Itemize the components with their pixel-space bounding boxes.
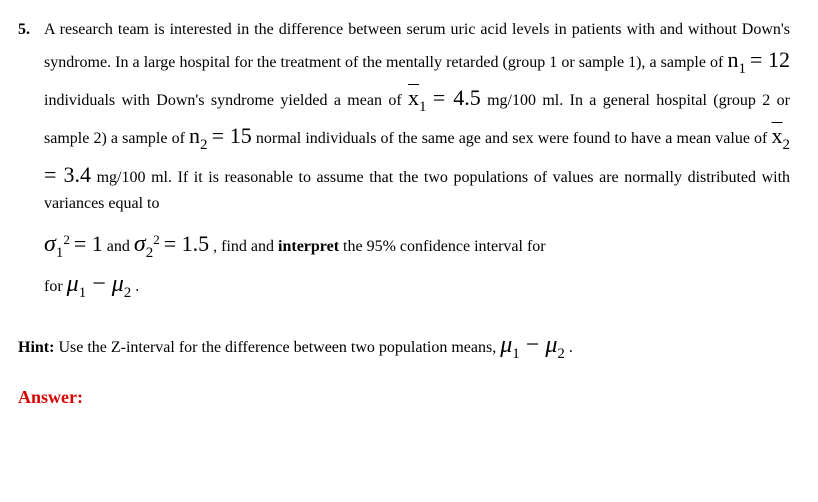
sigma1-value: 1 bbox=[92, 231, 103, 256]
problem-body: A research team is interested in the dif… bbox=[44, 18, 790, 305]
n1-symbol: n1 bbox=[727, 47, 746, 72]
n2-symbol: n2 bbox=[189, 123, 208, 148]
period: . bbox=[569, 339, 573, 356]
hint-text: Use the Z-interval for the difference be… bbox=[58, 339, 500, 356]
n2-value: 15 bbox=[230, 123, 252, 148]
n1-value: 12 bbox=[768, 47, 790, 72]
hint: Hint: Use the Z-interval for the differe… bbox=[18, 327, 790, 366]
unit: mg/100 ml. bbox=[487, 92, 563, 109]
xbar2-symbol: x2 bbox=[772, 123, 791, 148]
problem-number: 5. bbox=[18, 18, 44, 43]
hint-label: Hint: bbox=[18, 339, 54, 356]
mu-diff: μ1 − μ2 bbox=[67, 271, 132, 297]
equals: = bbox=[44, 162, 64, 187]
text: the 95% confidence interval for bbox=[343, 238, 546, 255]
text: normal individuals of the same age and s… bbox=[256, 130, 772, 147]
problem: 5. A research team is interested in the … bbox=[18, 18, 790, 305]
text: individuals with Down's syndrome yielded… bbox=[44, 92, 408, 109]
sigma2-value: 1.5 bbox=[182, 231, 210, 256]
period: . bbox=[135, 278, 139, 295]
answer-label: Answer: bbox=[18, 384, 790, 412]
mu-diff: μ1 − μ2 bbox=[500, 332, 565, 358]
equals: = bbox=[164, 231, 182, 256]
interpret: interpret bbox=[278, 238, 339, 255]
variance-line: σ12 = 1 and σ22 = 1.5 , find and interpr… bbox=[44, 226, 790, 305]
sigma1sq: σ12 bbox=[44, 231, 70, 257]
sigma2sq: σ22 bbox=[134, 231, 160, 257]
xbar2-value: 3.4 bbox=[64, 162, 92, 187]
xbar1-value: 4.5 bbox=[453, 85, 481, 110]
equals: = bbox=[74, 231, 92, 256]
equals: = bbox=[433, 85, 453, 110]
equals: = bbox=[750, 47, 768, 72]
xbar1-symbol: x1 bbox=[408, 85, 427, 110]
unit: mg/100 ml. bbox=[97, 169, 172, 186]
for-text: for bbox=[44, 278, 67, 295]
text: A research team is interested in the dif… bbox=[44, 21, 790, 71]
and: and bbox=[107, 238, 134, 255]
text: , find and bbox=[213, 238, 278, 255]
equals: = bbox=[212, 123, 230, 148]
